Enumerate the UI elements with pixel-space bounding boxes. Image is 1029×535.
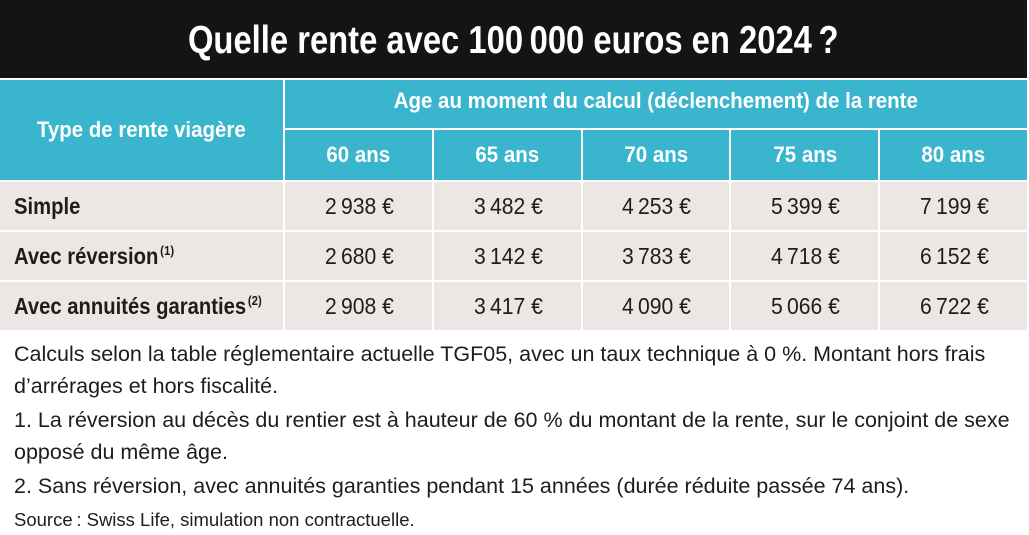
value-annuites-60-ans: 2 908 € — [324, 292, 394, 319]
row-label-reversion: Avec réversion (1) — [14, 243, 174, 270]
value-cell: 2 938 € — [285, 182, 432, 230]
row-label-simple: Simple — [14, 193, 80, 220]
value-simple-75-ans: 5 399 € — [771, 192, 841, 219]
value-cell: 3 783 € — [582, 232, 730, 280]
row-label-cell-simple: Simple — [0, 182, 283, 230]
value-annuites-70-ans: 4 090 € — [622, 292, 692, 319]
value-cell: 4 718 € — [731, 232, 879, 280]
table-body: Simple 2 938 € 3 482 € 4 253 € 5 399 € 7… — [0, 182, 1027, 330]
value-cell: 3 417 € — [433, 282, 581, 330]
value-reversion-60-ans: 2 680 € — [324, 242, 394, 269]
value-cell: 3 142 € — [433, 232, 581, 280]
footnote-marker-2: (2) — [247, 292, 262, 308]
row-label-annuites-garanties: Avec annuités garanties (2) — [14, 293, 262, 320]
value-cell: 6 722 € — [880, 282, 1027, 330]
value-annuites-75-ans: 5 066 € — [771, 292, 841, 319]
value-cell: 4 090 € — [582, 282, 730, 330]
value-cell: 2 680 € — [285, 232, 432, 280]
value-simple-65-ans: 3 482 € — [473, 192, 543, 219]
value-simple-60-ans: 2 938 € — [324, 192, 394, 219]
value-simple-70-ans: 4 253 € — [622, 192, 692, 219]
row-label-annuites-garanties-text: Avec annuités garanties — [14, 292, 247, 319]
value-annuites-80-ans: 6 722 € — [920, 292, 989, 319]
row-label-simple-text: Simple — [14, 192, 81, 219]
chart-title: Quelle rente avec 100 000 euros en 2024 … — [188, 19, 839, 62]
column-header-cell-60: 60 ans — [285, 130, 432, 180]
row-label-cell-reversion: Avec réversion (1) — [0, 232, 283, 280]
value-reversion-65-ans: 3 142 € — [473, 242, 543, 269]
row-header-label: Type de rente viagère — [37, 117, 246, 142]
value-cell: 5 066 € — [731, 282, 879, 330]
column-header-cell-75: 75 ans — [731, 130, 879, 180]
column-header-cell-80: 80 ans — [880, 130, 1027, 180]
value-annuites-65-ans: 3 417 € — [473, 292, 543, 319]
column-header-cell-70: 70 ans — [582, 130, 730, 180]
row-label-reversion-text: Avec réversion — [14, 242, 159, 269]
footnote-marker-1: (1) — [160, 242, 175, 258]
value-cell: 5 399 € — [731, 182, 879, 230]
table-header: Type de rente viagère Age au moment du c… — [0, 80, 1027, 180]
footnote-1: 1. La réversion au décès du rentier est … — [14, 408, 1010, 464]
value-reversion-75-ans: 4 718 € — [771, 242, 841, 269]
value-reversion-70-ans: 3 783 € — [622, 242, 692, 269]
value-cell: 3 482 € — [433, 182, 581, 230]
column-group-cell: Age au moment du calcul (déclenchement) … — [285, 80, 1027, 128]
footnotes: Calculs selon la table réglementaire act… — [14, 339, 1019, 533]
column-header-70-ans: 70 ans — [624, 142, 688, 167]
value-cell: 7 199 € — [880, 182, 1027, 230]
value-cell: 2 908 € — [285, 282, 432, 330]
footnote-2: 2. Sans réversion, avec annuités garanti… — [14, 474, 910, 498]
value-cell: 6 152 € — [880, 232, 1027, 280]
source-line: Source : Swiss Life, simulation non cont… — [14, 508, 415, 530]
row-label-cell-annuites-garanties: Avec annuités garanties (2) — [0, 282, 283, 330]
column-header-80-ans: 80 ans — [921, 142, 986, 167]
row-header-cell: Type de rente viagère — [0, 80, 283, 180]
column-header-65-ans: 65 ans — [475, 142, 540, 167]
column-group-label: Age au moment du calcul (déclenchement) … — [393, 88, 919, 113]
value-cell: 4 253 € — [582, 182, 730, 230]
title-bar: Quelle rente avec 100 000 euros en 2024 … — [0, 0, 1027, 78]
calculation-note: Calculs selon la table réglementaire act… — [14, 342, 986, 398]
column-header-cell-65: 65 ans — [433, 130, 581, 180]
value-reversion-80-ans: 6 152 € — [920, 242, 989, 269]
column-header-75-ans: 75 ans — [772, 142, 837, 167]
column-header-60-ans: 60 ans — [326, 142, 391, 167]
value-simple-80-ans: 7 199 € — [920, 192, 989, 219]
